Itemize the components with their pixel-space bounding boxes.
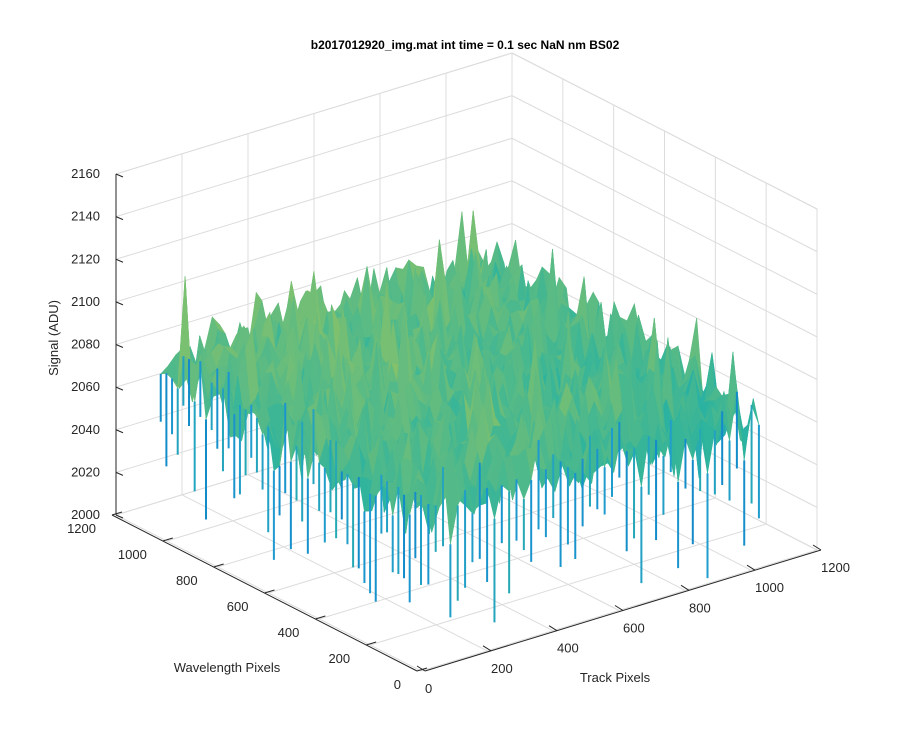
- y-tick-label: 0: [394, 677, 401, 692]
- z-tick-label: 2060: [71, 379, 100, 394]
- floor-grid-line: [268, 471, 665, 594]
- x-tick: [746, 564, 756, 571]
- z-tick: [115, 514, 124, 519]
- y-tick-label: 800: [176, 573, 198, 588]
- wall-grid-line: [115, 95, 513, 218]
- z-tick-label: 2020: [71, 464, 100, 479]
- y-tick-label: 400: [278, 625, 300, 640]
- z-tick-label: 2040: [71, 422, 100, 437]
- z-tick-label: 2100: [71, 294, 100, 309]
- x-tick: [482, 645, 492, 652]
- wall-grid-line: [511, 95, 818, 253]
- wall-grid-line: [115, 137, 513, 260]
- z-tick: [115, 386, 124, 391]
- y-tick: [315, 615, 326, 620]
- y-tick-label: 600: [227, 599, 249, 614]
- box-edge: [511, 52, 818, 210]
- z-tick-label: 2140: [71, 209, 100, 224]
- wall-grid-line: [511, 223, 818, 380]
- wall-grid-line: [115, 180, 513, 303]
- z-tick: [115, 301, 124, 306]
- floor-grid-line: [420, 549, 818, 672]
- z-tick: [115, 216, 124, 221]
- x-tick: [812, 544, 822, 551]
- x-tick: [680, 584, 690, 591]
- x-tick: [416, 665, 426, 672]
- chart-title: b2017012920_img.mat int time = 0.1 sec N…: [311, 38, 620, 52]
- y-tick-label: 1200: [67, 521, 96, 536]
- z-tick-label: 2120: [71, 251, 100, 266]
- y-tick-label: 200: [328, 651, 350, 666]
- z-tick: [115, 429, 124, 434]
- axes: [111, 173, 822, 672]
- box-edge: [115, 52, 513, 175]
- y-tick: [162, 537, 173, 542]
- z-tick: [115, 471, 124, 476]
- x-tick-label: 200: [491, 661, 513, 676]
- z-tick-label: 2000: [71, 507, 100, 522]
- z-tick: [115, 344, 124, 348]
- wavelength-axis-label: Wavelength Pixels: [174, 660, 281, 675]
- x-tick-label: 0: [425, 681, 432, 696]
- wall-grid-line: [511, 137, 818, 295]
- z-tick-label: 2080: [71, 337, 100, 352]
- x-tick-label: 600: [623, 621, 645, 636]
- track-axis-label: Track Pixels: [580, 670, 651, 685]
- floor-grid-line: [319, 497, 716, 620]
- y-tick: [213, 563, 224, 568]
- x-tick-label: 400: [557, 641, 579, 656]
- y-tick: [366, 641, 377, 646]
- floor-grid-line: [370, 523, 767, 646]
- x-tick: [548, 625, 558, 632]
- z-tick: [115, 258, 124, 263]
- x-tick-label: 1000: [755, 580, 784, 595]
- tick-labels: 2000202020402060208021002120214021600200…: [67, 166, 850, 696]
- z-axis-label: Signal (ADU): [46, 300, 61, 376]
- wall-grid-line: [511, 180, 818, 338]
- surface-mesh: [159, 210, 760, 623]
- x-tick-label: 1200: [821, 560, 850, 575]
- z-tick-label: 2160: [71, 166, 100, 181]
- y-tick: [264, 589, 275, 594]
- z-tick: [115, 173, 124, 178]
- y-tick-label: 1000: [118, 547, 147, 562]
- x-tick: [614, 605, 624, 611]
- y-tick: [111, 511, 123, 516]
- x-tick-label: 800: [689, 600, 711, 615]
